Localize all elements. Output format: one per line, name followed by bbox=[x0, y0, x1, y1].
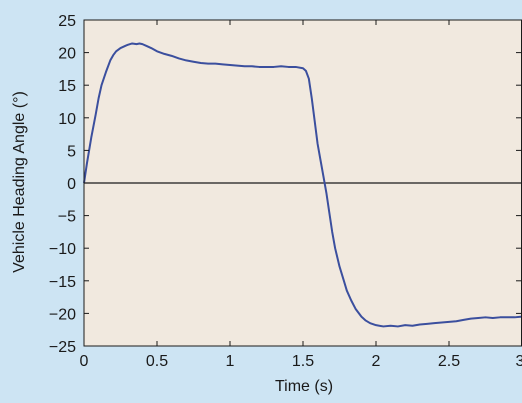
y-tick-label: 5 bbox=[67, 143, 76, 160]
x-axis-ticks: 0 0.5 1 1.5 2 2.5 3 bbox=[80, 20, 522, 370]
y-tick-label: −5 bbox=[58, 209, 76, 226]
y-tick-label: −20 bbox=[49, 306, 76, 323]
x-tick-label: 1 bbox=[226, 353, 235, 370]
y-tick-label: −15 bbox=[49, 274, 76, 291]
y-tick-label: 15 bbox=[58, 78, 76, 95]
y-tick-label: 0 bbox=[67, 176, 76, 193]
y-tick-label: 25 bbox=[58, 13, 76, 30]
x-tick-label: 1.5 bbox=[292, 353, 314, 370]
x-tick-label: 3 bbox=[516, 353, 522, 370]
y-tick-label: −25 bbox=[49, 339, 76, 356]
x-tick-label: 0.5 bbox=[146, 353, 168, 370]
heading-angle-series-line bbox=[83, 42, 522, 328]
y-tick-label: −10 bbox=[49, 241, 76, 258]
y-axis-label: Vehicle Heading Angle (°) bbox=[11, 91, 28, 273]
y-axis-ticks: 25 20 15 10 5 0 −5 −10 −15 −20 −25 bbox=[49, 13, 521, 356]
y-tick-label: 10 bbox=[58, 111, 76, 128]
x-tick-label: 2.5 bbox=[438, 353, 460, 370]
x-tick-label: 2 bbox=[372, 353, 381, 370]
y-tick-label: 20 bbox=[58, 46, 76, 63]
x-tick-label: 0 bbox=[80, 353, 89, 370]
x-axis-label: Time (s) bbox=[275, 378, 333, 395]
